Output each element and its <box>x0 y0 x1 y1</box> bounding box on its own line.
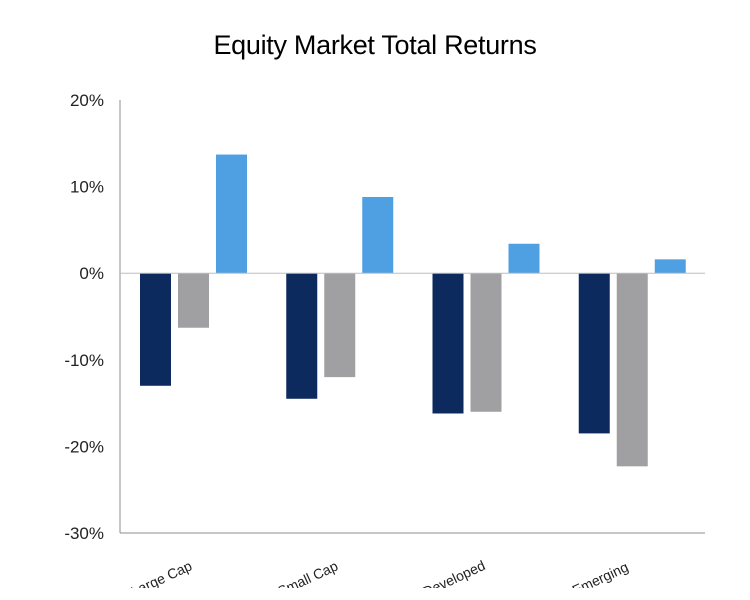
bar <box>362 196 394 274</box>
bar <box>616 273 648 467</box>
bar <box>140 273 171 386</box>
y-tick-label: 0% <box>79 264 104 283</box>
bottom-crop-mask <box>0 588 750 600</box>
bar <box>654 259 686 274</box>
bar <box>324 273 356 378</box>
bar <box>432 273 464 414</box>
bar <box>508 243 540 274</box>
bar <box>286 273 318 399</box>
chart-title: Equity Market Total Returns <box>213 30 537 60</box>
bar <box>216 154 247 274</box>
y-tick-label: -10% <box>64 351 104 370</box>
y-tick-label: 10% <box>70 178 104 197</box>
bar <box>178 273 209 328</box>
y-tick-label: 20% <box>70 91 104 110</box>
y-tick-label: -30% <box>64 524 104 543</box>
bar <box>578 273 610 434</box>
y-tick-label: -20% <box>64 437 104 456</box>
bar <box>470 273 502 412</box>
